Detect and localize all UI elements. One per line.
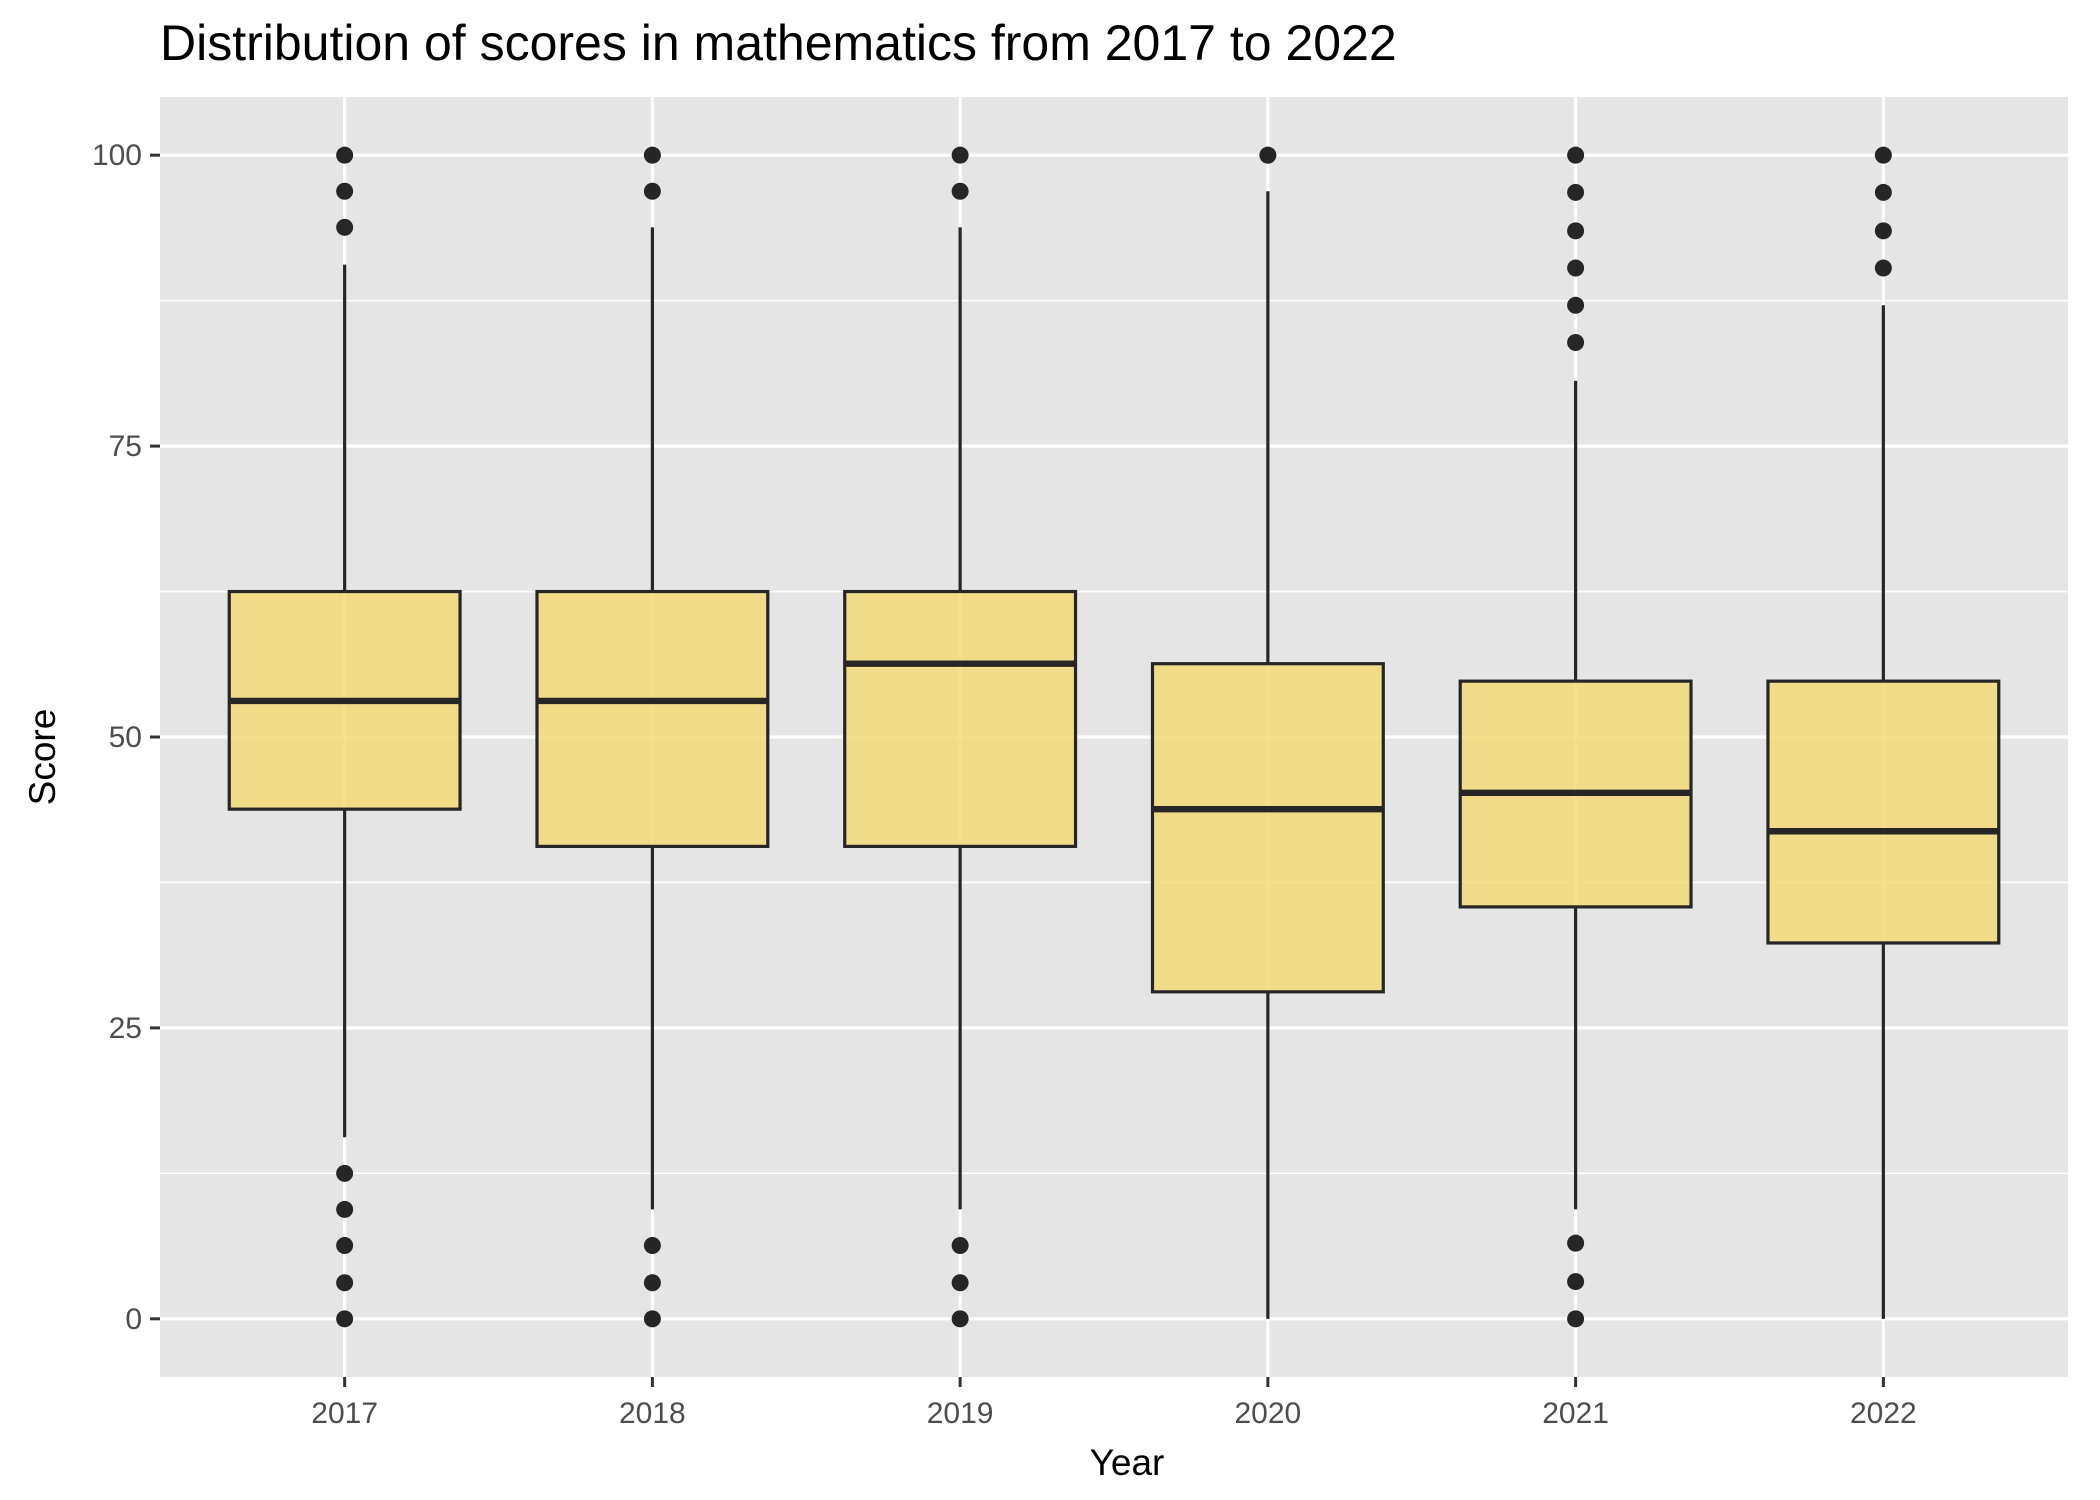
outlier-point	[1874, 146, 1892, 164]
outlier-point	[1874, 259, 1892, 277]
outlier-point	[951, 146, 969, 164]
y-tick-label: 0	[125, 1303, 142, 1336]
x-tick-label: 2022	[1850, 1397, 1917, 1430]
x-tick-label: 2021	[1542, 1397, 1609, 1430]
box-2021	[1458, 146, 1693, 1328]
x-tick-label: 2017	[311, 1397, 378, 1430]
outlier-point	[336, 1274, 354, 1292]
y-tick-label: 25	[109, 1012, 142, 1045]
outlier-point	[643, 1274, 661, 1292]
outlier-point	[336, 1310, 354, 1328]
axis-layer: 0 25 50 75 100 2017 2018 2019 2020 2021 2022	[92, 139, 1917, 1430]
chart-title: Distribution of scores in mathematics fr…	[160, 15, 1397, 71]
outlier-point	[336, 182, 354, 200]
box-2022	[1766, 146, 2001, 1319]
outlier-point	[336, 146, 354, 164]
outlier-point	[336, 1200, 354, 1218]
y-axis-title: Score	[22, 709, 63, 806]
box-body	[843, 589, 1078, 848]
outlier-point	[643, 146, 661, 164]
x-tick-label: 2018	[619, 1397, 686, 1430]
x-axis-title: Year	[1090, 1442, 1165, 1483]
outlier-point	[1567, 296, 1585, 314]
outlier-point	[1567, 1273, 1585, 1291]
outlier-point	[336, 218, 354, 236]
box-body	[535, 589, 770, 848]
outlier-point	[951, 1310, 969, 1328]
box-2019	[843, 146, 1078, 1328]
outlier-point	[951, 1274, 969, 1292]
box-2017	[227, 146, 462, 1328]
outlier-point	[643, 1310, 661, 1328]
outlier-point	[1259, 146, 1277, 164]
box-body	[1150, 662, 1385, 994]
box-2020	[1150, 146, 1385, 1319]
outlier-point	[336, 1237, 354, 1255]
outlier-point	[951, 182, 969, 200]
outlier-point	[643, 182, 661, 200]
outlier-point	[1874, 183, 1892, 201]
outlier-point	[1567, 1310, 1585, 1328]
outlier-point	[336, 1164, 354, 1182]
x-tick-label: 2019	[927, 1397, 994, 1430]
outlier-point	[643, 1237, 661, 1255]
x-tick-label: 2020	[1234, 1397, 1301, 1430]
outlier-point	[1567, 222, 1585, 240]
y-tick-label: 50	[109, 721, 142, 754]
y-tick-label: 100	[92, 139, 142, 172]
outlier-point	[1567, 146, 1585, 164]
box-body	[1766, 679, 2001, 945]
box-2018	[535, 146, 770, 1328]
outlier-point	[1874, 222, 1892, 240]
outlier-point	[1567, 259, 1585, 277]
outlier-point	[1567, 183, 1585, 201]
outlier-point	[1567, 1234, 1585, 1252]
box-layer	[227, 146, 2001, 1328]
outlier-point	[1567, 334, 1585, 352]
y-tick-label: 75	[109, 430, 142, 463]
outlier-point	[951, 1237, 969, 1255]
